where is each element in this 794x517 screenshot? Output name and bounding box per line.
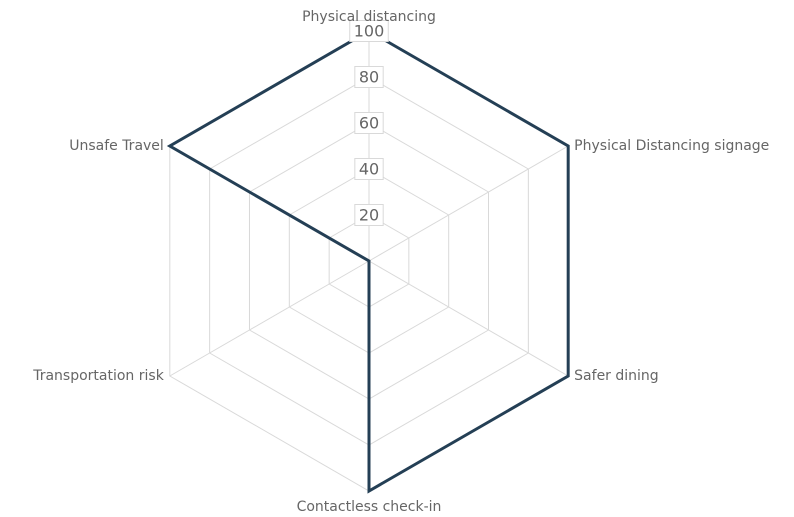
tick-label-group: 40 — [354, 158, 384, 180]
tick-label-group: 60 — [354, 112, 384, 134]
spoke-line — [368, 145, 569, 262]
axis-label-layer: Physical distancing Physical Distancing s… — [32, 9, 769, 515]
series-layer — [166, 29, 570, 494]
spoke-line — [368, 260, 569, 377]
axis-label: Unsafe Travel — [69, 138, 164, 154]
axis-label: Transportation risk — [32, 368, 164, 384]
tick-label-box — [349, 20, 389, 42]
axis-label: Physical distancing — [302, 9, 436, 25]
tick-layer: 20 40 60 80 100 — [349, 20, 389, 226]
axis-label: Physical Distancing signage — [574, 138, 769, 154]
spoke-line — [169, 260, 370, 377]
tick-label-group: 20 — [354, 204, 384, 226]
tick-label-box — [354, 204, 384, 226]
tick-label: 100 — [354, 22, 385, 41]
axis-label: Contactless check-in — [297, 499, 442, 515]
tick-label: 80 — [359, 68, 379, 87]
tick-label-box — [354, 112, 384, 134]
series-polygon — [166, 29, 570, 494]
tick-label: 40 — [359, 160, 379, 179]
tick-label: 20 — [359, 206, 379, 225]
tick-label-group: 80 — [354, 66, 384, 88]
tick-label-box — [354, 66, 384, 88]
tick-label-group: 100 — [349, 20, 389, 42]
tick-label: 60 — [359, 114, 379, 133]
tick-label-box — [354, 158, 384, 180]
axis-label: Safer dining — [574, 368, 659, 384]
